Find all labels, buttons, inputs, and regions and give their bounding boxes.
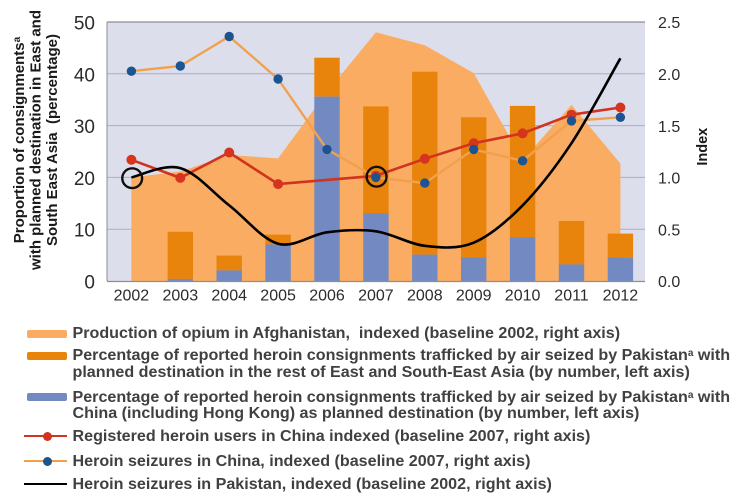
svg-text:2.5: 2.5	[658, 15, 680, 32]
svg-text:10: 10	[74, 221, 95, 242]
svg-text:2009: 2009	[456, 288, 492, 305]
svg-text:2004: 2004	[211, 288, 247, 305]
svg-text:0: 0	[84, 273, 95, 294]
svg-text:with planned destination in Ea: with planned destination in East and	[28, 10, 45, 271]
svg-text:1.0: 1.0	[658, 171, 680, 188]
svg-text:Proportion of consignmentsa: Proportion of consignmentsa	[11, 36, 28, 243]
svg-text:2005: 2005	[260, 288, 296, 305]
svg-text:Index: Index	[695, 128, 711, 166]
svg-text:2003: 2003	[163, 288, 199, 305]
svg-text:2006: 2006	[309, 288, 345, 305]
svg-text:30: 30	[74, 117, 95, 138]
svg-text:0.0: 0.0	[658, 274, 680, 291]
svg-text:2010: 2010	[505, 288, 541, 305]
svg-text:2011: 2011	[554, 288, 589, 305]
svg-text:0.5: 0.5	[658, 222, 680, 239]
svg-text:40: 40	[74, 65, 95, 86]
svg-text:1.5: 1.5	[658, 119, 680, 136]
svg-text:20: 20	[74, 169, 95, 190]
svg-text:2002: 2002	[114, 288, 150, 305]
svg-text:South East Asia (percentage): South East Asia (percentage)	[44, 34, 61, 246]
svg-text:2008: 2008	[407, 288, 443, 305]
svg-text:2007: 2007	[358, 288, 394, 305]
svg-text:2.0: 2.0	[658, 67, 680, 84]
svg-text:2012: 2012	[603, 288, 639, 305]
svg-text:50: 50	[74, 14, 95, 35]
